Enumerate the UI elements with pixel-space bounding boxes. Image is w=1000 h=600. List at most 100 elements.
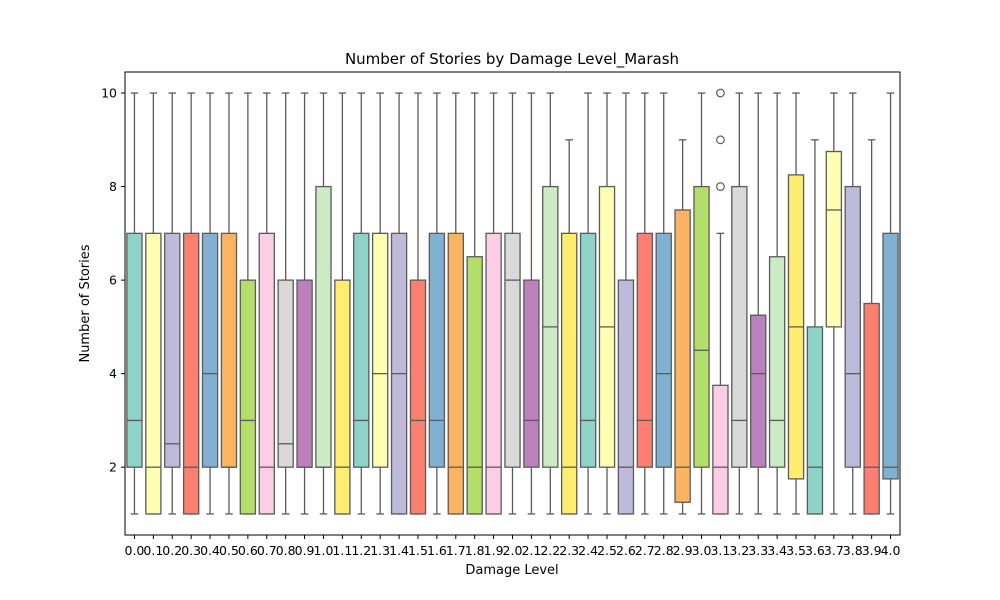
iqr-box — [485, 232, 502, 515]
x-tick-label: 4.0 — [881, 543, 901, 558]
iqr-box — [750, 314, 767, 468]
x-tick-label: 0.3 — [181, 543, 201, 558]
iqr-box — [258, 232, 275, 515]
box-1.4 — [390, 92, 408, 515]
x-tick-label: 1.8 — [465, 543, 485, 558]
outlier-point — [716, 88, 725, 98]
box-2.8 — [655, 92, 672, 515]
iqr-box — [466, 256, 483, 515]
x-tick-label: 3.5 — [786, 543, 806, 558]
iqr-box — [504, 232, 521, 468]
iqr-box — [655, 232, 672, 468]
y-tick-label: 6 — [109, 273, 117, 288]
iqr-box — [768, 256, 786, 468]
iqr-box — [277, 279, 294, 468]
iqr-box — [428, 232, 446, 468]
iqr-box — [145, 232, 162, 515]
iqr-box — [409, 279, 427, 515]
chart-title: Number of Stories by Damage Level_Marash — [345, 50, 679, 69]
x-tick-label: 2.3 — [559, 543, 579, 558]
box-0.5 — [220, 92, 238, 515]
box-2.0 — [504, 92, 521, 515]
x-tick-label: 1.6 — [427, 543, 447, 558]
x-tick-label: 3.1 — [710, 543, 730, 558]
box-3.8 — [844, 92, 861, 515]
x-tick-label: 0.6 — [238, 543, 258, 558]
box-1.0 — [315, 92, 332, 515]
x-tick-label: 2.7 — [635, 543, 655, 558]
x-tick-label: 2.2 — [540, 543, 560, 558]
box-2.3 — [560, 139, 578, 515]
box-0.8 — [277, 92, 294, 515]
box-4.0 — [882, 92, 899, 515]
x-tick-label: 1.7 — [446, 543, 466, 558]
x-tick-label: 0.8 — [276, 543, 296, 558]
box-2.4 — [579, 92, 597, 515]
x-tick-label: 3.9 — [862, 543, 882, 558]
box-2.5 — [598, 92, 616, 515]
y-tick-label: 4 — [109, 366, 117, 381]
x-tick-label: 1.0 — [314, 543, 334, 558]
x-tick-label: 2.4 — [578, 543, 598, 558]
iqr-box — [674, 209, 691, 503]
x-tick-label: 0.1 — [143, 543, 163, 558]
box-3.4 — [768, 92, 786, 515]
iqr-box — [182, 232, 200, 515]
x-tick-label: 1.4 — [389, 543, 409, 558]
iqr-box — [806, 326, 824, 515]
box-1.8 — [466, 92, 483, 515]
outlier-point — [716, 182, 725, 191]
iqr-box — [239, 279, 257, 515]
iqr-box — [825, 150, 843, 328]
x-tick-label: 2.1 — [521, 543, 541, 558]
iqr-box — [371, 232, 389, 468]
box-2.1 — [523, 92, 540, 515]
iqr-box — [560, 232, 578, 515]
x-tick-label: 3.2 — [729, 543, 749, 558]
iqr-box — [164, 232, 181, 468]
x-tick-label: 3.6 — [805, 543, 825, 558]
box-2.6 — [617, 92, 635, 515]
x-axis-label: Damage Level — [465, 563, 558, 578]
x-tick-label: 1.3 — [370, 543, 390, 558]
iqr-box — [334, 279, 351, 515]
x-tick-label: 0.7 — [257, 543, 277, 558]
y-tick-label: 2 — [109, 460, 117, 475]
iqr-box — [126, 232, 143, 468]
box-3.1 — [712, 88, 729, 515]
x-tick-label: 0.0 — [125, 543, 145, 558]
x-tick-label: 1.1 — [332, 543, 352, 558]
iqr-box — [863, 302, 880, 515]
box-3.3 — [750, 92, 767, 515]
x-tick-label: 0.2 — [162, 543, 182, 558]
x-tick-label: 1.2 — [351, 543, 371, 558]
plot-area — [126, 88, 899, 515]
y-tick-label: 10 — [101, 86, 117, 101]
x-tick-label: 2.8 — [654, 543, 674, 558]
box-3.9 — [863, 139, 880, 515]
box-3.2 — [731, 92, 748, 515]
iqr-box — [523, 279, 540, 468]
box-0.3 — [182, 92, 200, 515]
iqr-box — [447, 232, 465, 515]
box-0.0 — [126, 92, 143, 515]
x-tick-label: 1.5 — [408, 543, 428, 558]
iqr-box — [617, 279, 635, 515]
x-tick-label: 3.4 — [767, 543, 787, 558]
x-tick-label: 3.3 — [748, 543, 768, 558]
iqr-box — [296, 279, 313, 468]
box-1.5 — [409, 92, 427, 515]
box-0.2 — [164, 92, 181, 515]
iqr-box — [315, 185, 332, 468]
y-tick-label: 8 — [109, 179, 117, 194]
iqr-box — [636, 232, 654, 468]
iqr-box — [579, 232, 597, 468]
x-tick-label: 3.8 — [843, 543, 863, 558]
iqr-box — [731, 185, 748, 468]
box-2.9 — [674, 139, 691, 515]
x-tick-label: 2.5 — [597, 543, 617, 558]
x-tick-label: 0.5 — [219, 543, 239, 558]
x-tick-label: 2.0 — [503, 543, 523, 558]
box-2.7 — [636, 92, 654, 515]
